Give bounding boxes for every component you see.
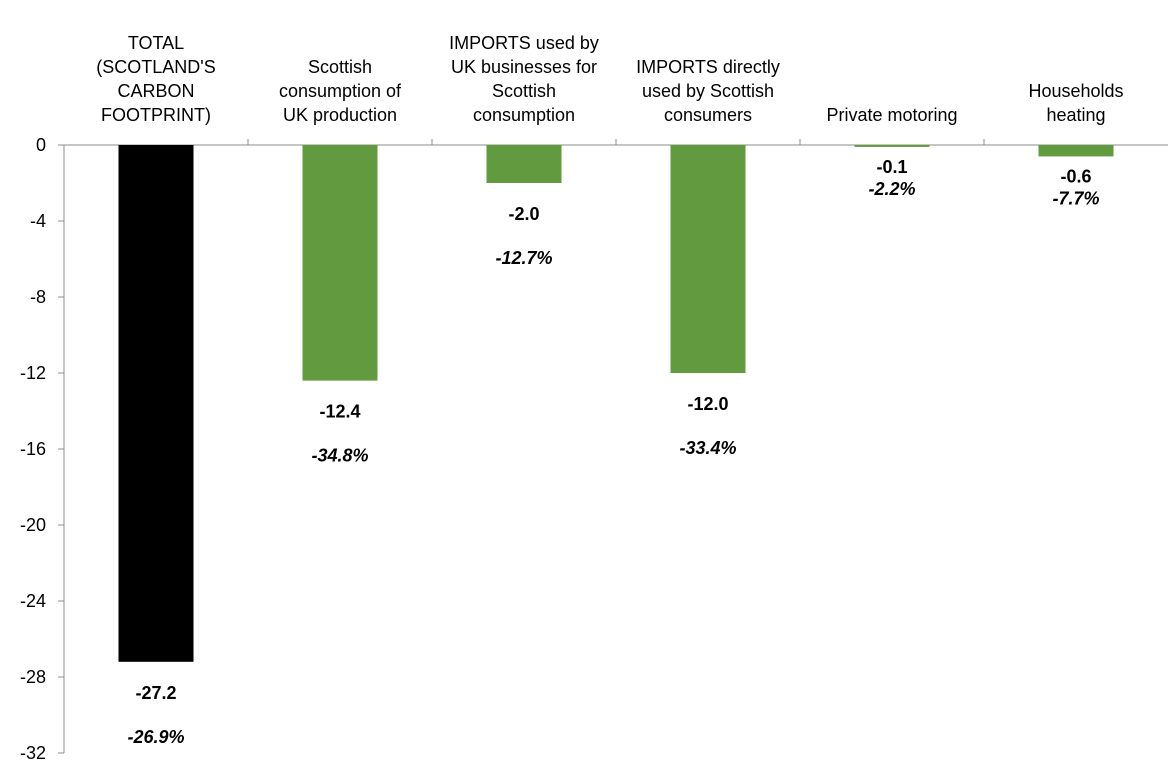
y-tick-label: -32: [20, 743, 46, 763]
y-tick-label: -20: [20, 515, 46, 535]
y-tick-label: -12: [20, 363, 46, 383]
category-label-line: UK production: [283, 105, 397, 125]
value-label: -27.2: [135, 683, 176, 703]
category-label-line: Households: [1028, 81, 1123, 101]
percent-label: -26.9%: [127, 727, 184, 747]
value-label: -2.0: [508, 204, 539, 224]
category-label-line: IMPORTS used by: [449, 33, 599, 53]
percent-label: -12.7%: [495, 248, 552, 268]
y-tick-label: -8: [30, 287, 46, 307]
category-label-line: consumption: [473, 105, 575, 125]
category-label-line: (SCOTLAND'S: [96, 57, 215, 77]
category-label-line: heating: [1046, 105, 1105, 125]
percent-label: -7.7%: [1052, 188, 1099, 208]
y-tick-label: 0: [36, 135, 46, 155]
category-label: Households heating: [1028, 81, 1123, 125]
category-label: Scottish consumption of UK production: [279, 57, 402, 125]
value-label: -12.0: [687, 394, 728, 414]
value-label: -0.6: [1060, 166, 1091, 186]
y-tick-label: -16: [20, 439, 46, 459]
category-label: TOTAL (SCOTLAND'S CARBON FOOTPRINT): [96, 33, 215, 125]
category-label-line: consumption of: [279, 81, 402, 101]
category-label-line: FOOTPRINT): [101, 105, 211, 125]
bar: [1038, 145, 1114, 157]
y-tick-label: -28: [20, 667, 46, 687]
category-label-line: UK businesses for: [451, 57, 597, 77]
value-label: -12.4: [319, 402, 360, 422]
bar: [486, 145, 562, 183]
category-label: IMPORTS used by UK businesses for Scottish…: [449, 33, 599, 125]
category-label-line: CARBON: [117, 81, 194, 101]
y-tick-label: -24: [20, 591, 46, 611]
category-label-line: Scottish: [492, 81, 556, 101]
category-label-line: used by Scottish: [642, 81, 774, 101]
percent-label: -33.4%: [679, 438, 736, 458]
value-label: -0.1: [876, 157, 907, 177]
axes: 0 -4 -8 -12 -16 -20 -24 -28 -32: [20, 135, 1168, 763]
bar: [118, 145, 194, 662]
y-tick-label: -4: [30, 211, 46, 231]
bar: [854, 145, 930, 147]
category-label: IMPORTS directly used by Scottish consumer…: [636, 57, 780, 125]
category-labels: TOTAL (SCOTLAND'S CARBON FOOTPRINT) Scottish…: [96, 33, 1123, 125]
category-label-line: IMPORTS directly: [636, 57, 780, 77]
percent-label: -2.2%: [868, 179, 915, 199]
category-label: Private motoring: [826, 105, 957, 125]
bar: [670, 145, 746, 373]
category-label-line: Private motoring: [826, 105, 957, 125]
category-label-line: TOTAL: [128, 33, 184, 53]
category-label-line: consumers: [664, 105, 752, 125]
bars: [118, 145, 1114, 662]
category-label-line: Scottish: [308, 57, 372, 77]
bar: [302, 145, 378, 381]
data-labels: -27.2 -26.9% -12.4 -34.8% -2.0 -12.7% -12.0 -33…: [127, 157, 1099, 747]
percent-label: -34.8%: [311, 446, 368, 466]
